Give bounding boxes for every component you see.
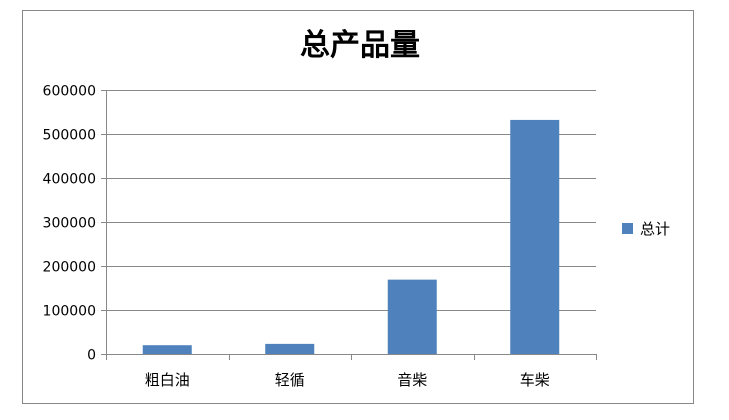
y-tick-label: 500000 (43, 128, 96, 144)
x-tick-label: 粗白油 (145, 371, 190, 389)
legend-swatch (622, 223, 633, 234)
bar-1 (142, 345, 192, 354)
x-tick-label: 音柴 (397, 371, 427, 389)
chart-frame (22, 10, 694, 404)
y-tick-label: 0 (87, 348, 96, 364)
y-tick-label: 400000 (43, 172, 96, 188)
y-tick-label: 600000 (43, 84, 96, 100)
y-tick-label: 300000 (43, 216, 96, 232)
chart-title: 总产品量 (300, 28, 420, 63)
bar-4 (510, 119, 560, 354)
y-tick-label: 100000 (43, 304, 96, 320)
x-tick-label: 车柴 (520, 371, 550, 389)
bar-3 (387, 279, 437, 354)
y-tick-label: 200000 (43, 260, 96, 276)
x-tick-label: 轻循 (275, 371, 305, 389)
bar-2 (265, 343, 315, 354)
legend-label: 总计 (640, 220, 670, 238)
